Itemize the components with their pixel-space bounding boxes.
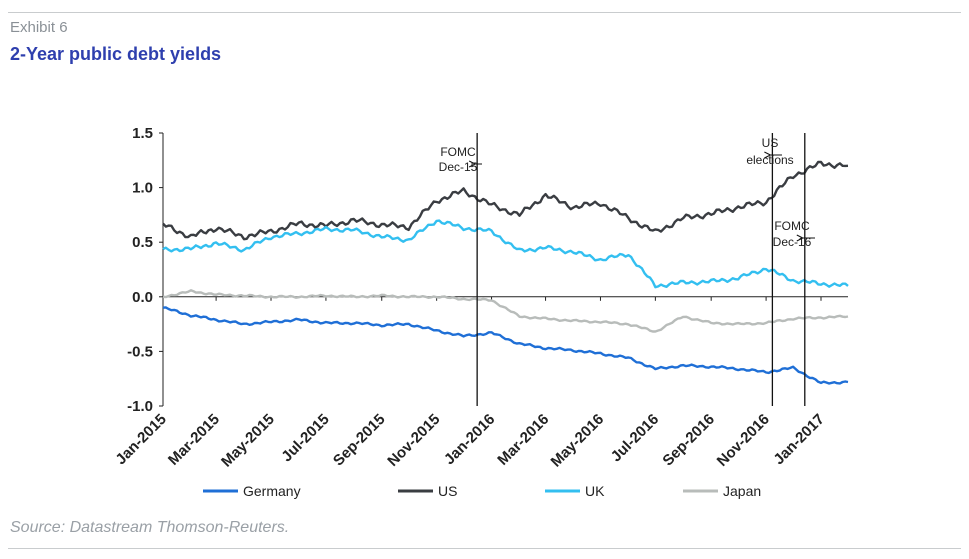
x-tick-label: Mar-2015 [165, 411, 223, 469]
annotation-arrow-head [468, 160, 476, 168]
x-tick-label: Jul-2016 [608, 411, 662, 465]
exhibit-label: Exhibit 6 [10, 19, 68, 36]
y-tick-label: 0.5 [132, 234, 153, 251]
annotation-label: elections [746, 153, 793, 167]
x-tick-label: Jan-2016 [441, 411, 498, 468]
source-note: Source: Datastream Thomson-Reuters. [10, 519, 290, 536]
bottom-rule [8, 548, 961, 549]
y-tick-label: 1.0 [132, 180, 153, 197]
series-line-uk [162, 219, 849, 289]
x-tick-label: Sep-2016 [659, 411, 718, 470]
x-tick-label: Jan-2015 [112, 411, 169, 468]
series-line-germany [162, 306, 849, 385]
x-tick-label: May-2016 [548, 411, 608, 471]
x-tick-label: Sep-2015 [330, 411, 389, 470]
x-tick-label: Mar-2016 [494, 411, 552, 469]
annotation-label: Dec-16 [773, 235, 812, 249]
x-tick-label: Jan-2017 [770, 411, 827, 468]
y-tick-label: -0.5 [127, 343, 153, 360]
y-tick-label: 1.5 [132, 125, 153, 142]
page-title: 2-Year public debt yields [10, 44, 222, 64]
series-line-japan [162, 289, 849, 333]
series-line-us [162, 160, 849, 241]
x-tick-label: Nov-2015 [384, 411, 443, 470]
line-chart: 1.51.00.50.0-0.5-1.0Jan-2015Mar-2015May-… [112, 125, 849, 499]
top-rule [8, 12, 961, 13]
legend-label: US [438, 483, 457, 499]
y-tick-label: -1.0 [127, 398, 153, 415]
x-tick-label: May-2015 [218, 411, 278, 471]
legend-label: Japan [723, 483, 761, 499]
legend-label: UK [585, 483, 605, 499]
x-tick-label: Nov-2016 [714, 411, 773, 470]
x-tick-label: Jul-2015 [278, 411, 332, 465]
annotation-arrow-head [796, 234, 804, 242]
y-tick-label: 0.0 [132, 289, 153, 306]
annotation-label: US [762, 136, 779, 150]
annotation-label: FOMC [774, 219, 810, 233]
annotation-arrow-head [764, 151, 771, 159]
annotation-label: FOMC [440, 145, 476, 159]
legend-label: Germany [243, 483, 301, 499]
annotation-label: Dec-15 [439, 160, 478, 174]
